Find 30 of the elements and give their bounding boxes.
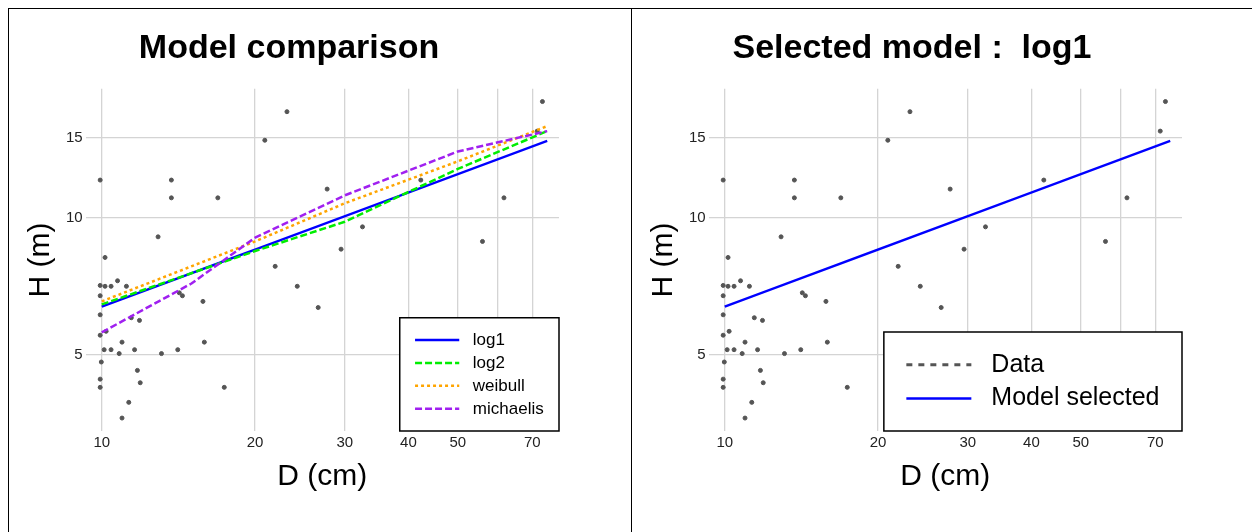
chart-title: Selected model : log1 [732,26,1091,65]
legend-label: log2 [472,352,505,372]
x-tick-label: 10 [715,433,733,451]
chart-title: Model comparison [138,26,440,65]
legend-label: michaelis [472,398,544,418]
y-tick-label: 15 [688,127,706,145]
legend-label: log1 [472,329,505,349]
x-tick-label: 20 [869,433,886,451]
x-tick-label: 20 [246,433,264,451]
x-tick-label: 10 [93,433,111,451]
y-tick-label: 10 [66,207,83,225]
x-tick-label: 30 [336,433,354,451]
x-tick-label: 50 [449,433,467,451]
x-tick-label: 50 [1071,433,1089,451]
x-tick-label: 40 [1022,433,1040,451]
y-axis-title: H (m) [644,222,678,298]
x-axis-title: D (cm) [277,458,368,492]
y-tick-label: 5 [74,344,83,362]
x-axis-title: D (cm) [899,458,990,492]
legend-label: Data [990,348,1044,377]
y-tick-label: 5 [696,344,706,362]
x-tick-label: 70 [523,433,541,451]
y-axis-title: H (m) [22,222,56,298]
legend-label: weibull [471,375,525,395]
y-tick-label: 15 [66,127,83,145]
y-tick-label: 10 [688,207,706,225]
legend-label: Model selected [990,382,1159,411]
x-tick-label: 70 [1146,433,1164,451]
x-tick-label: 30 [958,433,976,451]
x-tick-label: 40 [400,433,417,451]
